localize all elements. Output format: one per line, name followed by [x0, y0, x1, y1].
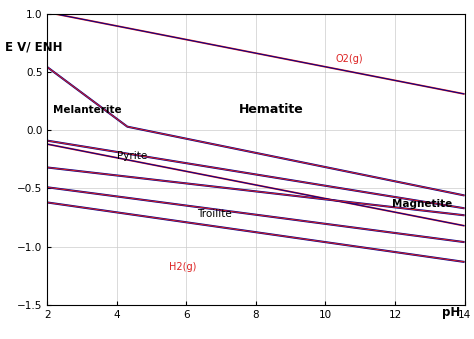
Text: Magnetite: Magnetite [392, 199, 452, 208]
Text: Hematite: Hematite [238, 103, 303, 116]
Text: H2(g): H2(g) [169, 262, 196, 272]
Text: pH: pH [441, 306, 460, 319]
Text: Pyrite: Pyrite [117, 151, 147, 161]
Text: O2(g): O2(g) [336, 54, 364, 64]
Text: Troilite: Troilite [197, 209, 232, 219]
Text: E V/ ENH: E V/ ENH [5, 41, 62, 54]
Text: Melanterite: Melanterite [53, 105, 121, 115]
